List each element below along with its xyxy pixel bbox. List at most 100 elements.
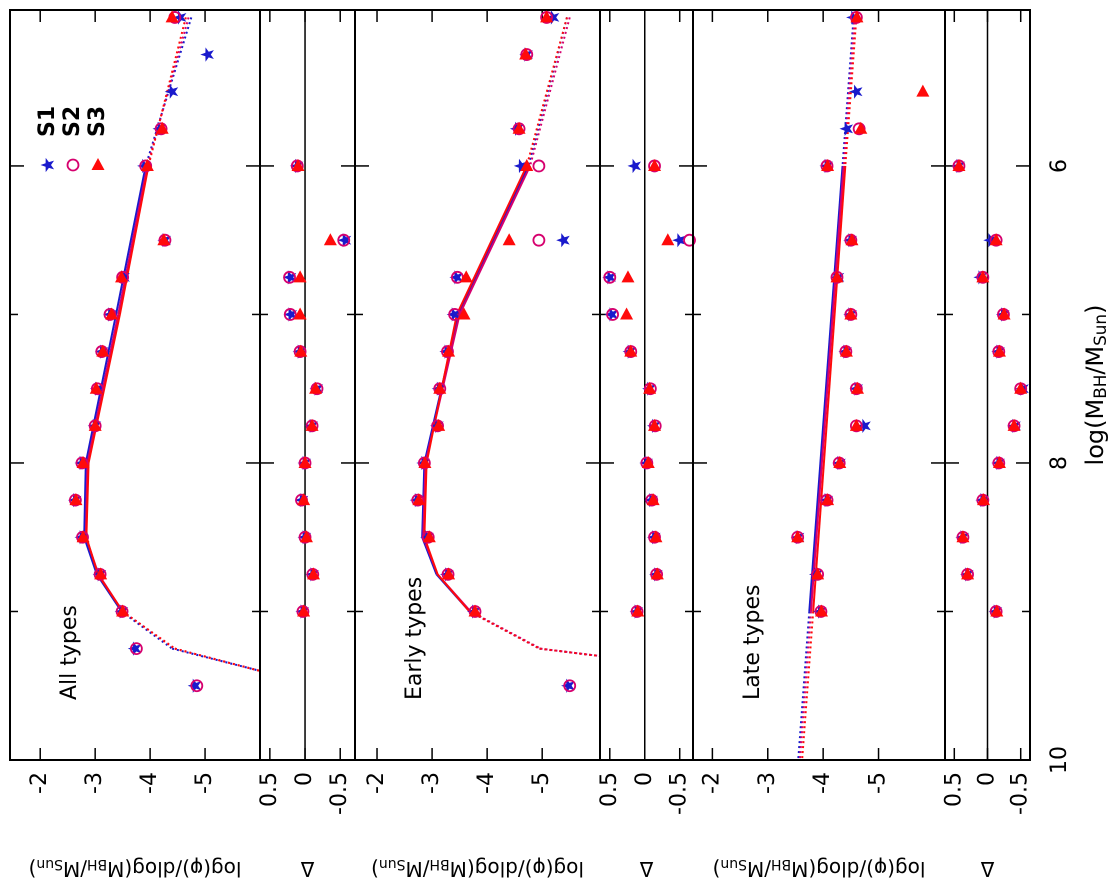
circle-marker <box>852 122 866 136</box>
circle-marker <box>640 456 654 470</box>
triangle-marker <box>299 530 313 543</box>
triangle-marker <box>646 493 660 506</box>
y-tick-label: -5 <box>529 772 554 794</box>
y-tick-label: 0 <box>632 772 657 786</box>
y-tick-label: -4 <box>137 772 162 794</box>
circle-marker <box>645 493 659 507</box>
triangle-marker <box>850 10 864 23</box>
star-marker <box>282 270 297 285</box>
y-tick-label: -2 <box>699 772 724 794</box>
triangle-marker <box>69 493 83 506</box>
triangle-marker <box>140 158 154 171</box>
y-tick-label: -4 <box>474 772 499 794</box>
triangle-marker <box>115 270 129 283</box>
model-line <box>85 462 90 538</box>
y-tick-label: -0.5 <box>327 772 352 815</box>
y-axis-label-part: log(φ)/dlog(M <box>107 858 241 882</box>
circle-marker <box>648 530 661 544</box>
triangle-marker <box>661 233 675 246</box>
model-line <box>83 462 87 538</box>
star-marker <box>446 307 461 322</box>
star-marker <box>857 418 871 433</box>
legend-marker <box>91 158 105 170</box>
circle-marker <box>849 382 863 396</box>
triangle-marker <box>412 493 426 506</box>
panel-label: All types <box>57 605 82 700</box>
panel-frame <box>692 9 946 761</box>
y-axis-label: log(φ)/dlog(MBH/MSun) <box>371 856 584 882</box>
x-axis-label-part: log(M <box>1081 399 1109 466</box>
panel-label: Early types <box>402 577 427 700</box>
x-axis-label-part: /M <box>1081 346 1109 375</box>
triangle-marker <box>165 10 179 23</box>
star-marker <box>513 158 528 174</box>
triangle-marker <box>94 567 108 580</box>
y-tick-label: -0.5 <box>1008 772 1033 815</box>
y-axis-label: log(φ)/dlog(MBH/MSun) <box>713 856 926 882</box>
model-line <box>85 536 99 575</box>
model-line <box>122 610 176 650</box>
triangle-marker <box>976 270 990 283</box>
triangle-marker <box>649 530 663 543</box>
model-line <box>798 611 812 761</box>
triangle-marker <box>811 567 825 580</box>
circle-marker <box>411 493 425 507</box>
model-line <box>539 647 601 658</box>
triangle-marker <box>323 233 337 246</box>
model-line <box>115 165 147 315</box>
model-line <box>146 17 190 167</box>
circle-marker <box>310 382 324 396</box>
triangle-marker <box>620 307 634 320</box>
model-line <box>436 573 471 613</box>
model-line <box>808 165 844 612</box>
y-axis-label: log(φ)/dlog(MBH/MSun) <box>29 856 242 882</box>
model-line <box>83 536 98 575</box>
model-line <box>458 165 531 315</box>
y-tick-label: 0 <box>292 772 317 786</box>
triangle-marker <box>442 567 456 580</box>
triangle-marker <box>105 307 119 320</box>
y-axis-label-part: /M <box>406 858 430 882</box>
star-marker <box>200 47 214 62</box>
star-marker <box>672 233 686 248</box>
circle-marker <box>441 345 454 358</box>
legend-label: S3 <box>85 106 110 137</box>
model-line <box>423 462 428 538</box>
y-tick-label: 0.5 <box>257 772 282 807</box>
triangle-marker <box>844 307 858 320</box>
model-line <box>423 536 439 575</box>
triangle-marker <box>306 567 320 580</box>
triangle-marker <box>631 604 645 617</box>
triangle-marker <box>309 381 323 394</box>
y-tick-label: -4 <box>810 772 835 794</box>
triangle-marker <box>457 307 471 320</box>
triangle-marker <box>990 604 1004 617</box>
y-tick-label: -2 <box>364 772 389 794</box>
triangle-marker <box>956 530 970 543</box>
circle-marker <box>844 233 858 247</box>
triangle-marker <box>1014 381 1028 394</box>
circle-marker <box>90 382 104 396</box>
triangle-marker <box>641 455 655 468</box>
y-tick-label: -2 <box>27 772 52 794</box>
triangle-marker <box>839 344 853 357</box>
triangle-marker <box>1007 418 1021 431</box>
triangle-marker <box>624 344 638 357</box>
x-tick-label: 6 <box>1047 159 1072 173</box>
star-marker <box>846 10 860 25</box>
triangle-marker <box>502 233 516 246</box>
model-line <box>469 610 540 650</box>
star-marker <box>164 84 179 99</box>
triangle-marker <box>297 493 311 506</box>
y-axis-label-part: BH <box>430 856 450 872</box>
model-line <box>812 165 847 612</box>
triangle-marker <box>512 121 526 134</box>
triangle-marker <box>291 158 305 171</box>
triangle-marker <box>992 344 1006 357</box>
triangle-marker <box>814 604 828 617</box>
model-line <box>84 314 118 464</box>
triangle-marker <box>305 418 319 431</box>
y-axis-label-part: ) <box>371 858 379 882</box>
